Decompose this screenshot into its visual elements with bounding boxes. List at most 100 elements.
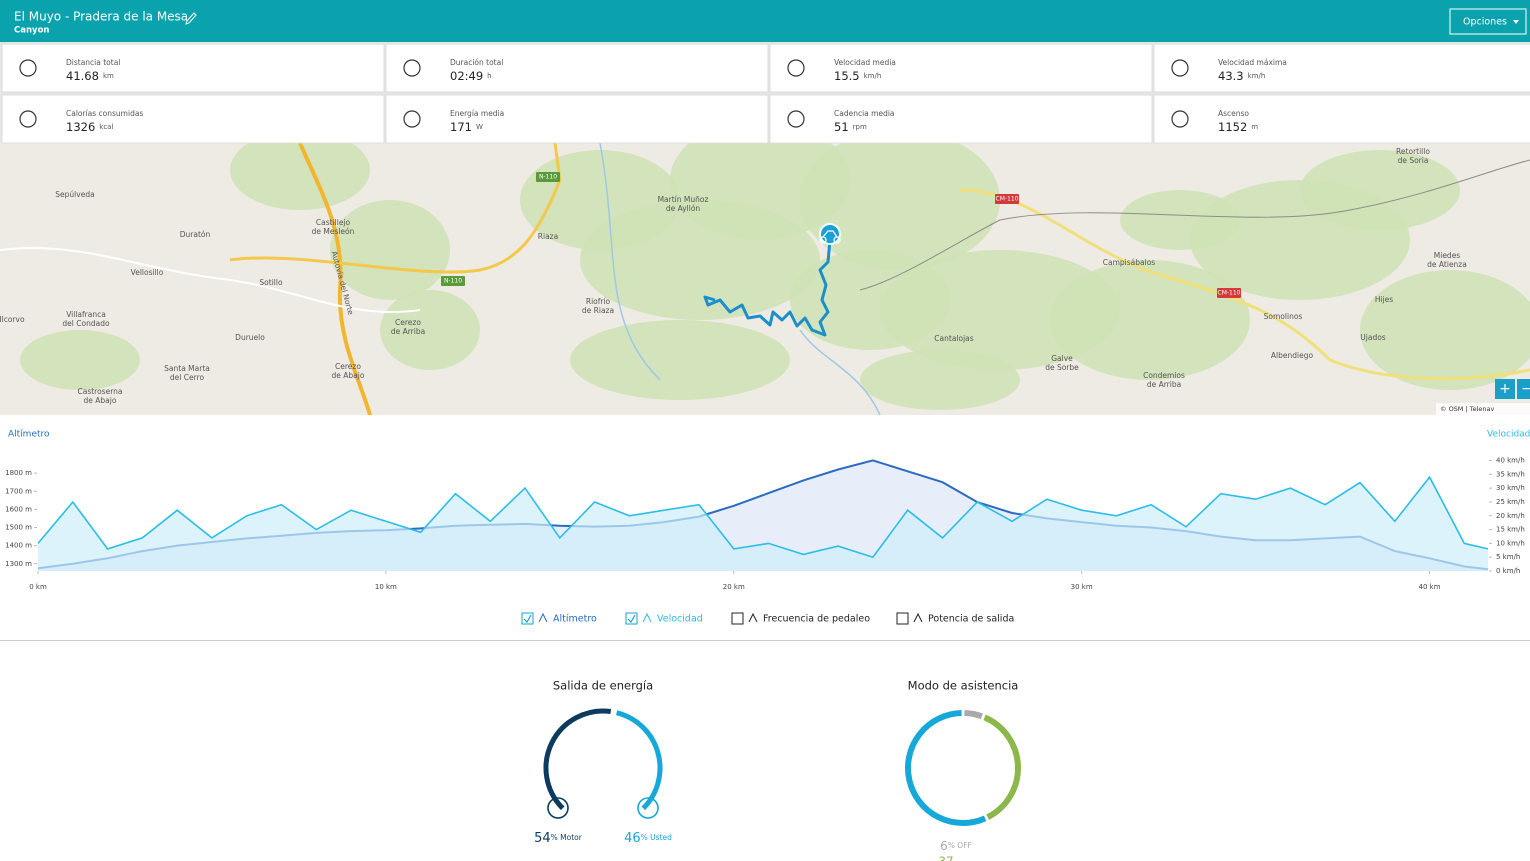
legend-label[interactable]: Velocidad	[657, 614, 703, 625]
options-caret	[1513, 20, 1519, 24]
legend-label[interactable]: Frecuencia de pedaleo	[763, 614, 870, 625]
stat-label: Ascenso	[1218, 109, 1249, 118]
map-forest	[230, 130, 370, 210]
stat-icon	[1171, 110, 1189, 128]
place-label: Albendiego	[1271, 351, 1314, 360]
place-label: Riofrío de Riaza	[582, 297, 614, 315]
map-forest	[1300, 150, 1460, 230]
map-road	[959, 188, 1530, 381]
zoom-label[interactable]: +	[1499, 381, 1511, 397]
map-forest	[20, 330, 140, 390]
stat-icon	[1171, 59, 1189, 77]
map-road	[0, 247, 421, 314]
energy-number: 46	[624, 831, 641, 846]
energy-title: Salida de energía	[553, 679, 653, 693]
map-forest	[800, 130, 1000, 270]
attribution-bg	[1436, 403, 1530, 415]
x-tick-label: 10 km	[375, 583, 397, 591]
y2-tick-label: 40 km/h	[1496, 457, 1525, 465]
place-label: Miedes de Atienza	[1427, 251, 1467, 269]
place-label: Martín Muñoz de Ayllón	[658, 195, 709, 213]
y-tick-label: 1700 m	[5, 487, 32, 495]
road-label: CM-110	[1218, 290, 1241, 297]
y2-tick-label: 25 km/h	[1496, 498, 1525, 506]
place-label: Sotillo	[259, 278, 283, 287]
stat-unit: km/h	[864, 72, 882, 80]
legend-label[interactable]: Potencia de salida	[928, 614, 1014, 625]
edit-icon	[185, 12, 197, 25]
energy-arc	[615, 710, 663, 811]
place-label: Hijes	[1375, 295, 1393, 304]
legend-icon	[538, 612, 548, 623]
place-label: Cerezo de Arriba	[391, 318, 425, 336]
stat-number: 171	[450, 120, 472, 134]
legend-check	[523, 614, 532, 623]
zoom-label[interactable]: −	[1521, 381, 1530, 397]
assist-arc	[964, 710, 983, 720]
stat-value: 51 rpm	[834, 120, 867, 134]
place-label: Somolinos	[1264, 312, 1303, 321]
y-axis-title: Altímetro	[8, 430, 50, 440]
stat-icon	[403, 59, 421, 77]
stat-label: Duración total	[450, 58, 503, 67]
stat-icon	[403, 110, 421, 128]
y2-tick-label: 15 km/h	[1496, 526, 1525, 534]
road-badge	[995, 194, 1019, 204]
y-tick-label: 1500 m	[5, 524, 32, 532]
zoom-button[interactable]	[1517, 379, 1530, 399]
stat-tile	[769, 43, 1153, 93]
road-label: N-110	[539, 174, 557, 181]
stat-tile	[1, 43, 385, 93]
place-label: Cantalojas	[934, 334, 973, 343]
route	[703, 239, 832, 337]
x-tick-label: 20 km	[723, 583, 745, 591]
legend-checkbox[interactable]	[896, 612, 909, 625]
legend-checkbox[interactable]	[625, 612, 638, 625]
legend-label[interactable]: Altímetro	[553, 614, 597, 625]
map-forest	[1050, 260, 1250, 380]
options-button[interactable]	[1449, 8, 1527, 35]
map-forest	[380, 290, 480, 370]
road-badge	[1217, 288, 1241, 298]
stat-value: 15.5 km/h	[834, 69, 881, 83]
place-label: Retortillo de Soria	[1396, 147, 1430, 165]
map-forest	[1120, 190, 1240, 250]
series-line	[37, 475, 1489, 559]
place-label: Santa Marta del Cerro	[164, 364, 210, 382]
y-tick-label: 1300 m	[5, 560, 32, 568]
stat-tile	[1, 94, 385, 144]
energy-icon	[637, 797, 659, 819]
stat-label: Velocidad media	[834, 58, 896, 67]
stat-number: 15.5	[834, 69, 860, 83]
legend-checkbox[interactable]	[731, 612, 744, 625]
zoom-button[interactable]	[1495, 379, 1515, 399]
legend-checkbox[interactable]	[521, 612, 534, 625]
series-area	[38, 477, 1488, 571]
options-label[interactable]: Opciones	[1463, 17, 1507, 28]
y-tick-label: 1800 m	[5, 469, 32, 477]
stat-unit: h	[487, 72, 491, 80]
stat-value: 43.3 km/h	[1218, 69, 1265, 83]
bike-icon	[819, 230, 841, 244]
energy-number: 54	[534, 831, 551, 846]
assist-value: 37	[938, 855, 953, 861]
map-forest	[570, 320, 790, 400]
stat-label: Cadencia media	[834, 109, 895, 118]
stat-number: 02:49	[450, 69, 483, 83]
stat-value: 1326 kcal	[66, 120, 113, 134]
assist-unit: % OFF	[948, 841, 972, 850]
stat-unit: km	[103, 72, 114, 80]
energy-unit: % Usted	[641, 833, 672, 842]
header-bar	[0, 0, 1530, 42]
y2-axis-title: Velocidad	[1487, 430, 1530, 440]
stat-number: 43.3	[1218, 69, 1244, 83]
energy-icon	[547, 797, 569, 819]
stat-tile	[1153, 94, 1530, 144]
stat-tile	[1153, 43, 1530, 93]
assist-value: 6% OFF	[940, 839, 972, 853]
stat-number: 1326	[66, 120, 95, 134]
y-tick-label: 1400 m	[5, 542, 32, 550]
stat-unit: rpm	[853, 123, 867, 131]
legend-check	[627, 614, 636, 623]
